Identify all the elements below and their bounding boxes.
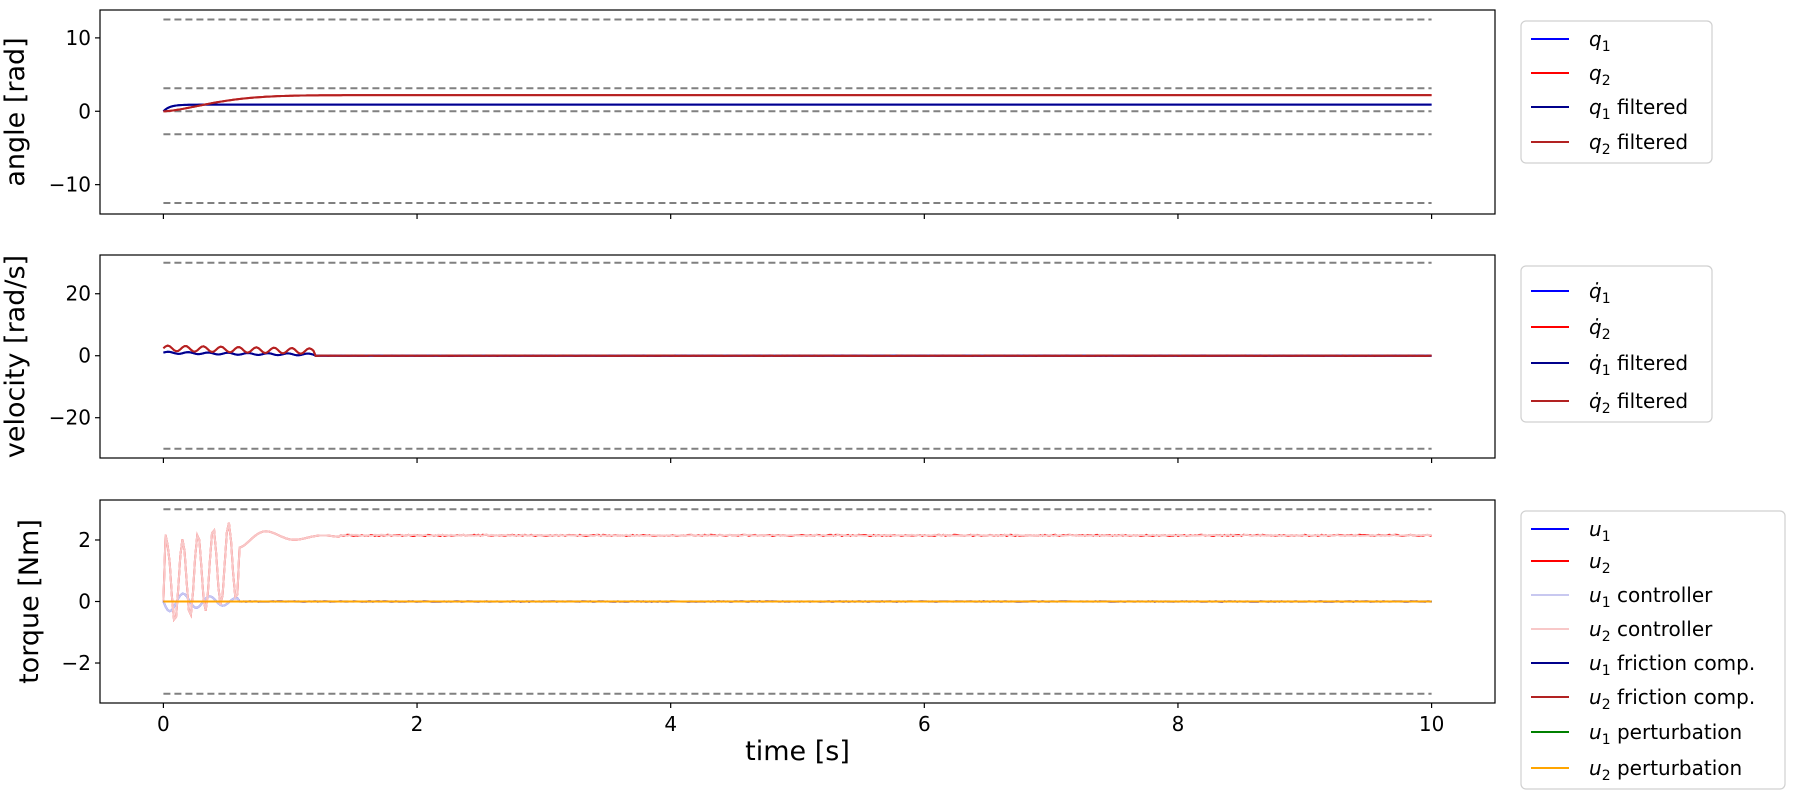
legend-label: u1 controller	[1589, 583, 1713, 611]
series-line	[162, 344, 1432, 357]
legend-label-subscript: 2	[1602, 142, 1611, 158]
series-line	[163, 94, 1432, 113]
legend-label-symbol: u	[1589, 583, 1602, 607]
legend-label-symbol: u	[1589, 756, 1602, 780]
legend-label-symbol: q	[1589, 61, 1602, 85]
legend-label: q2	[1589, 61, 1611, 89]
legend-label-suffix: filtered	[1611, 351, 1688, 375]
y-tick-label: −2	[62, 651, 91, 675]
legend-label-suffix: perturbation	[1611, 756, 1743, 780]
x-tick-label: 10	[1419, 712, 1444, 736]
legend-label-subscript: 1	[1602, 39, 1611, 55]
series-line	[162, 344, 1432, 357]
legend-label-subscript: 2	[1602, 327, 1611, 343]
y-tick-label: −20	[49, 406, 91, 430]
legend-label: u2 controller	[1589, 617, 1713, 645]
series-line	[162, 522, 1432, 622]
legend-label-symbol: u	[1589, 720, 1602, 744]
legend-label: u1 perturbation	[1589, 720, 1742, 748]
legend-label: q1 filtered	[1589, 95, 1688, 123]
legend-label-subscript: 1	[1602, 363, 1611, 379]
legend-label: u2	[1589, 549, 1611, 577]
x-axis-label: time [s]	[745, 736, 850, 767]
legend-label: u1	[1589, 517, 1611, 545]
y-tick-label: 10	[66, 26, 91, 50]
y-axis-label: torque [Nm]	[14, 519, 45, 684]
legend-label-symbol: q	[1589, 130, 1602, 154]
legend-label-symbol: u	[1589, 617, 1602, 641]
legend-label-suffix: filtered	[1611, 389, 1688, 413]
legend-label: q̇1	[1589, 279, 1611, 307]
y-tick-label: 20	[66, 282, 91, 306]
legend-label-suffix: filtered	[1611, 130, 1688, 154]
legend-label-subscript: 2	[1602, 629, 1611, 645]
legend-label-subscript: 2	[1602, 561, 1611, 577]
legend-label-subscript: 1	[1602, 529, 1611, 545]
legend-label-symbol: q	[1589, 95, 1602, 119]
x-tick-label: 4	[664, 712, 677, 736]
legend-label: q2 filtered	[1589, 130, 1688, 158]
series-line	[162, 522, 1432, 622]
legend-label-suffix: filtered	[1611, 95, 1688, 119]
series-group	[162, 522, 1432, 622]
legend-label-symbol: u	[1589, 651, 1602, 675]
legend-label-suffix: perturbation	[1611, 720, 1743, 744]
legend-label: q1	[1589, 27, 1611, 55]
axes-frame	[99, 254, 1496, 459]
legend-label-subscript: 1	[1602, 732, 1611, 748]
legend-label-symbol: u	[1589, 685, 1602, 709]
legend-label: q̇2	[1589, 315, 1611, 343]
legend-label-symbol: q̇	[1589, 389, 1602, 413]
y-tick-label: 0	[78, 344, 91, 368]
y-axis-label: velocity [rad/s]	[0, 255, 31, 458]
legend-label-symbol: q	[1589, 27, 1602, 51]
legend-label-symbol: q̇	[1589, 315, 1602, 339]
legend-label-symbol: u	[1589, 549, 1602, 573]
legend-label-subscript: 1	[1602, 595, 1611, 611]
y-tick-label: 2	[78, 528, 91, 552]
legend-label-subscript: 2	[1602, 768, 1611, 784]
legend-label-suffix: controller	[1611, 617, 1714, 641]
y-tick-label: −10	[49, 173, 91, 197]
legend-label: u1 friction comp.	[1589, 651, 1755, 679]
legend-frame	[1520, 510, 1786, 790]
x-tick-label: 8	[1172, 712, 1185, 736]
x-tick-label: 2	[411, 712, 424, 736]
axes-frame	[99, 9, 1496, 215]
legend-label-subscript: 1	[1602, 663, 1611, 679]
legend-label-subscript: 2	[1602, 73, 1611, 89]
x-tick-label: 6	[918, 712, 931, 736]
series-line	[163, 94, 1432, 113]
series-group	[162, 344, 1432, 357]
legend-label-subscript: 1	[1602, 107, 1611, 123]
y-axis-label: angle [rad]	[0, 37, 31, 186]
x-tick-label: 0	[157, 712, 170, 736]
legend-label-subscript: 2	[1602, 697, 1611, 713]
legend-label-subscript: 2	[1602, 401, 1611, 417]
legend-label-subscript: 1	[1602, 291, 1611, 307]
series-group	[162, 94, 1432, 113]
legend-label: u2 friction comp.	[1589, 685, 1755, 713]
series-line	[162, 103, 1432, 113]
legend-label-suffix: controller	[1611, 583, 1714, 607]
legend-label: q̇2 filtered	[1589, 389, 1688, 417]
legend-label-symbol: q̇	[1589, 279, 1602, 303]
y-tick-label: 0	[78, 590, 91, 614]
legend-label: u2 perturbation	[1589, 756, 1742, 784]
legend-label-symbol: u	[1589, 517, 1602, 541]
legend-label: q̇1 filtered	[1589, 351, 1688, 379]
y-tick-label: 0	[78, 99, 91, 123]
legend-label-symbol: q̇	[1589, 351, 1602, 375]
legend-label-suffix: friction comp.	[1611, 651, 1756, 675]
legend-label-suffix: friction comp.	[1611, 685, 1756, 709]
legend-frame	[1520, 20, 1713, 164]
legend-frame	[1520, 265, 1713, 423]
